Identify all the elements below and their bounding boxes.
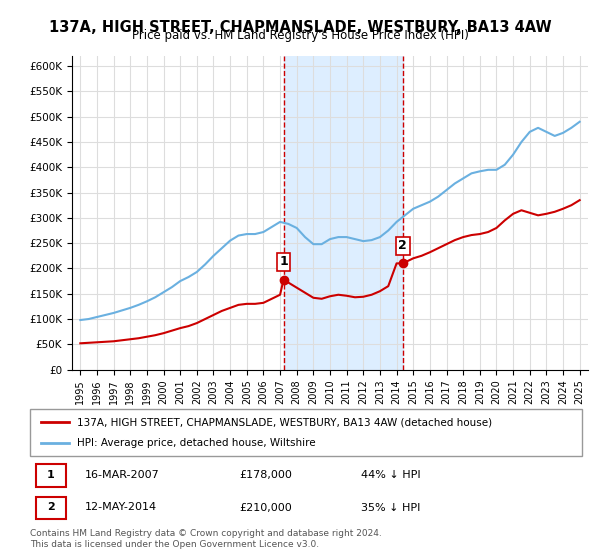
Text: Contains HM Land Registry data © Crown copyright and database right 2024.
This d: Contains HM Land Registry data © Crown c… [30, 529, 382, 549]
Text: Price paid vs. HM Land Registry's House Price Index (HPI): Price paid vs. HM Land Registry's House … [131, 29, 469, 42]
Text: 137A, HIGH STREET, CHAPMANSLADE, WESTBURY, BA13 4AW: 137A, HIGH STREET, CHAPMANSLADE, WESTBUR… [49, 20, 551, 35]
Text: 137A, HIGH STREET, CHAPMANSLADE, WESTBURY, BA13 4AW (detached house): 137A, HIGH STREET, CHAPMANSLADE, WESTBUR… [77, 417, 492, 427]
Text: £210,000: £210,000 [240, 502, 293, 512]
Bar [284, 56, 403, 370]
Text: 1: 1 [47, 470, 55, 480]
FancyBboxPatch shape [30, 409, 582, 456]
Text: 2: 2 [398, 239, 407, 252]
Text: 16-MAR-2007: 16-MAR-2007 [85, 470, 160, 480]
FancyBboxPatch shape [35, 497, 66, 519]
Text: 2: 2 [47, 502, 55, 512]
Text: 12-MAY-2014: 12-MAY-2014 [85, 502, 157, 512]
Text: 1: 1 [279, 255, 288, 268]
Text: 44% ↓ HPI: 44% ↓ HPI [361, 470, 421, 480]
Text: £178,000: £178,000 [240, 470, 293, 480]
Text: 35% ↓ HPI: 35% ↓ HPI [361, 502, 421, 512]
FancyBboxPatch shape [35, 464, 66, 487]
Text: HPI: Average price, detached house, Wiltshire: HPI: Average price, detached house, Wilt… [77, 438, 316, 448]
